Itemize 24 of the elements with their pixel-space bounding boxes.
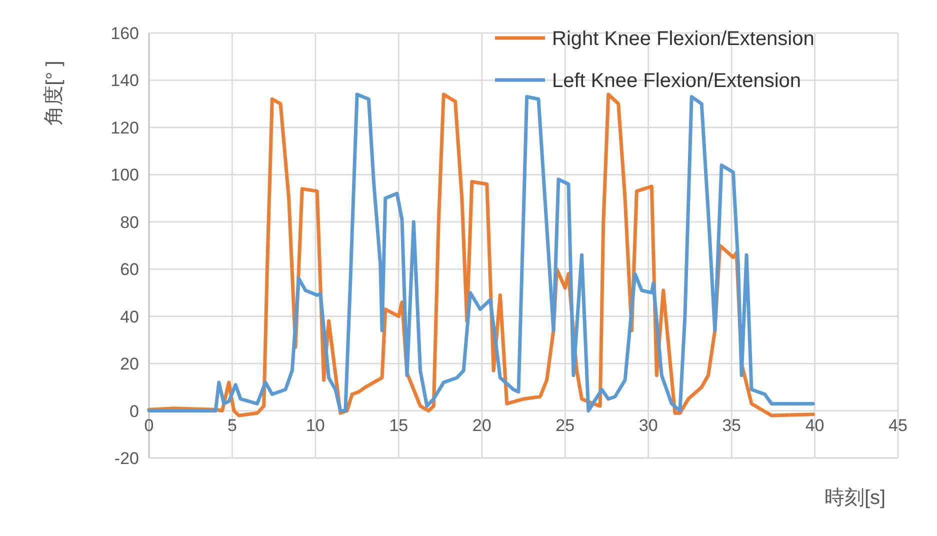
y-tick-label: 40 xyxy=(120,307,139,326)
x-tick-label: 40 xyxy=(805,416,824,435)
x-tick-label: 35 xyxy=(722,416,742,435)
x-tick-label: 15 xyxy=(389,416,408,435)
legend-label: Right Knee Flexion/Extension xyxy=(552,28,814,50)
y-tick-label: 120 xyxy=(110,118,139,138)
y-tick-label: 0 xyxy=(130,402,139,421)
legend-label: Left Knee Flexion/Extension xyxy=(552,70,802,92)
x-tick-label: 20 xyxy=(472,416,492,435)
x-tick-label: 10 xyxy=(306,416,325,435)
y-tick-label: 100 xyxy=(110,166,139,185)
y-tick-label: 60 xyxy=(120,260,139,280)
x-tick-label: 45 xyxy=(888,416,908,435)
y-axis-title: 角度[° ] xyxy=(43,60,65,126)
y-tick-label: 140 xyxy=(110,71,139,90)
y-tick-label: 20 xyxy=(120,354,139,374)
x-tick-label: 25 xyxy=(556,416,575,435)
x-tick-label: 5 xyxy=(227,416,237,435)
y-tick-label: 160 xyxy=(110,24,139,43)
y-tick-label: 80 xyxy=(120,212,139,232)
x-tick-label: 30 xyxy=(638,416,658,435)
x-axis-title: 時刻[s] xyxy=(824,487,886,509)
y-tick-label: -20 xyxy=(114,449,139,468)
x-tick-label: 0 xyxy=(144,416,154,435)
